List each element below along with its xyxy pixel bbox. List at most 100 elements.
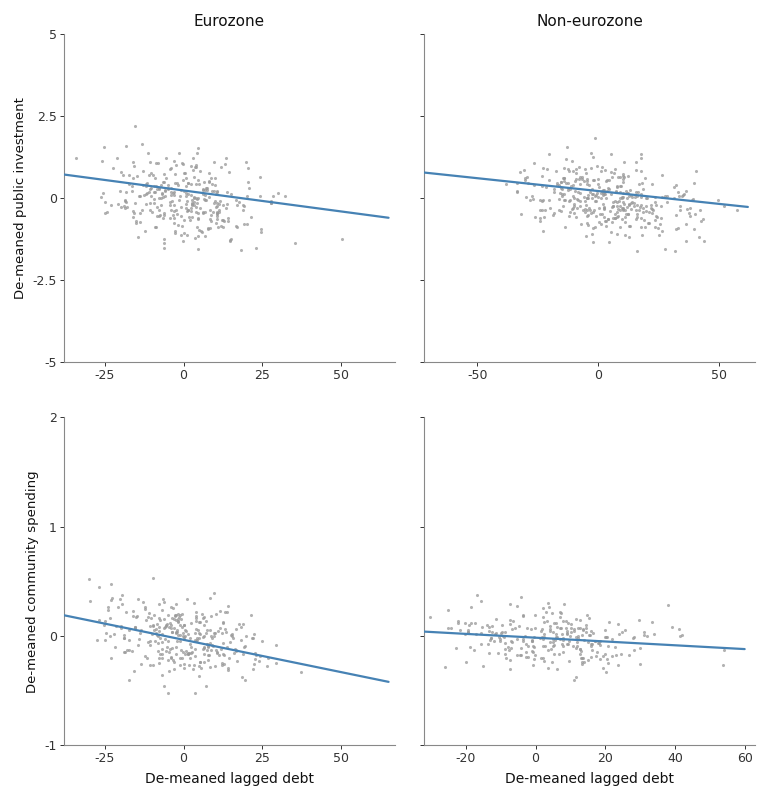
Point bbox=[544, 202, 556, 214]
Point bbox=[556, 638, 568, 650]
Point bbox=[654, 212, 667, 225]
Point bbox=[158, 167, 170, 180]
Point bbox=[636, 177, 648, 190]
Point bbox=[211, 206, 223, 218]
Point bbox=[680, 184, 692, 197]
Point bbox=[197, 611, 209, 624]
Point bbox=[617, 196, 629, 209]
Point bbox=[198, 611, 210, 624]
Point bbox=[659, 242, 671, 255]
Point bbox=[198, 194, 211, 206]
Point bbox=[107, 162, 119, 174]
Point bbox=[216, 657, 228, 670]
Point bbox=[181, 646, 194, 659]
Point bbox=[126, 645, 138, 658]
Point bbox=[211, 197, 224, 210]
Point bbox=[637, 206, 649, 218]
Point bbox=[215, 642, 227, 655]
Point bbox=[674, 630, 686, 642]
Point bbox=[181, 205, 193, 218]
Point bbox=[122, 634, 135, 646]
Point bbox=[156, 636, 168, 649]
Point bbox=[581, 609, 593, 622]
Point bbox=[215, 626, 228, 639]
Point bbox=[569, 210, 581, 223]
Point bbox=[600, 175, 612, 188]
Point bbox=[674, 203, 687, 216]
Point bbox=[567, 190, 579, 202]
Point bbox=[576, 655, 588, 668]
Point bbox=[687, 193, 699, 206]
Point bbox=[526, 634, 538, 647]
Point bbox=[604, 205, 616, 218]
Point bbox=[175, 618, 187, 631]
Point bbox=[661, 598, 674, 611]
Point bbox=[544, 620, 556, 633]
Point bbox=[127, 156, 139, 169]
Point bbox=[176, 157, 188, 170]
Point bbox=[561, 177, 574, 190]
Point bbox=[201, 183, 213, 196]
Point bbox=[175, 613, 188, 626]
Point bbox=[591, 210, 603, 222]
Point bbox=[161, 182, 174, 195]
Point bbox=[460, 655, 472, 668]
Point bbox=[91, 634, 103, 646]
Point bbox=[194, 627, 206, 640]
Point bbox=[576, 629, 588, 642]
Point bbox=[236, 647, 248, 660]
Point bbox=[607, 195, 619, 208]
Point bbox=[191, 191, 204, 204]
Point bbox=[165, 601, 178, 614]
Point bbox=[499, 648, 511, 661]
Point bbox=[262, 652, 275, 665]
Point bbox=[173, 147, 185, 160]
Point bbox=[593, 215, 605, 228]
Point bbox=[188, 199, 200, 212]
Point bbox=[624, 184, 637, 197]
Point bbox=[155, 209, 167, 222]
Point bbox=[462, 626, 474, 638]
Point bbox=[220, 202, 232, 215]
Point bbox=[581, 218, 594, 231]
Point bbox=[688, 177, 701, 190]
Point bbox=[572, 173, 584, 186]
Point bbox=[190, 178, 202, 190]
Point bbox=[502, 640, 514, 653]
Point bbox=[295, 665, 307, 678]
Point bbox=[561, 181, 574, 194]
Point bbox=[207, 206, 219, 219]
Point bbox=[557, 634, 569, 646]
Point bbox=[132, 592, 145, 605]
Point bbox=[176, 220, 188, 233]
Point bbox=[611, 196, 624, 209]
Point bbox=[504, 663, 516, 676]
Point bbox=[169, 158, 181, 171]
Point bbox=[617, 190, 629, 203]
Point bbox=[190, 609, 202, 622]
Point bbox=[105, 651, 117, 664]
Point bbox=[112, 152, 124, 165]
Point bbox=[98, 141, 110, 154]
Point bbox=[681, 234, 693, 247]
Point bbox=[620, 184, 632, 197]
Point bbox=[561, 628, 573, 641]
Point bbox=[598, 200, 611, 213]
Point bbox=[189, 626, 201, 639]
Point bbox=[554, 632, 566, 645]
Point bbox=[558, 221, 571, 234]
Point bbox=[689, 208, 701, 221]
Point bbox=[582, 192, 594, 205]
Point bbox=[542, 174, 554, 186]
Point bbox=[484, 625, 496, 638]
Point bbox=[168, 189, 180, 202]
Point bbox=[588, 204, 600, 217]
Point bbox=[517, 610, 529, 622]
Point bbox=[195, 608, 208, 621]
Point bbox=[175, 651, 188, 664]
Point bbox=[598, 183, 611, 196]
Point bbox=[153, 624, 165, 637]
Point bbox=[697, 213, 709, 226]
Point bbox=[172, 607, 185, 620]
Point bbox=[270, 638, 282, 651]
